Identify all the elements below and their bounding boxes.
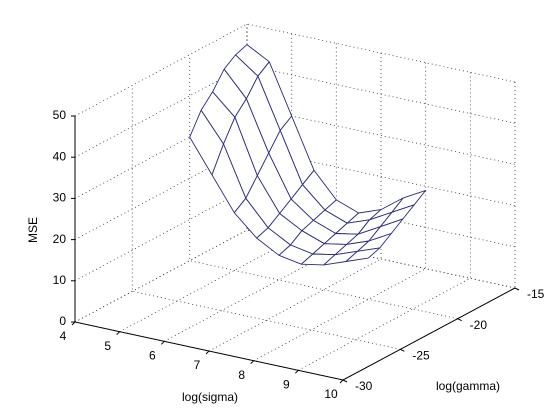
tick-mark — [342, 379, 348, 383]
tick-mark — [400, 348, 405, 352]
x-tick-label: 5 — [104, 339, 111, 353]
y-tick-label: -15 — [527, 287, 545, 301]
grid-line — [208, 53, 382, 352]
z-tick-label: 30 — [53, 191, 67, 205]
tick-mark — [250, 360, 255, 365]
z-tick-label: 40 — [53, 149, 67, 163]
x-tick-label: 7 — [194, 358, 201, 372]
x-tick-label: 6 — [149, 349, 156, 363]
tick-mark — [294, 369, 299, 374]
grid-line — [298, 72, 471, 371]
grid-line — [342, 82, 516, 381]
tick-mark — [457, 318, 462, 322]
mesh-cell — [345, 247, 381, 262]
tick-mark — [116, 331, 121, 336]
x-tick-label: 4 — [60, 329, 67, 343]
tick-mark — [160, 340, 165, 345]
grid-line — [253, 62, 427, 362]
y-axis-label: log(gamma) — [436, 379, 500, 393]
z-tick-label: 10 — [53, 273, 67, 287]
tick-mark — [71, 321, 76, 326]
z-tick-label: 50 — [53, 108, 67, 122]
tick-mark — [339, 379, 344, 384]
tick-mark — [514, 287, 520, 291]
z-axis-label: MSE — [26, 217, 40, 243]
grid-line — [119, 33, 293, 333]
x-tick-label: 8 — [238, 368, 245, 382]
z-tick-label: 20 — [53, 232, 67, 246]
y-tick-label: -30 — [355, 379, 373, 393]
x-axis-label: log(sigma) — [182, 390, 238, 404]
z-tick-label: 0 — [59, 314, 66, 328]
tick-mark — [205, 350, 210, 355]
x-tick-label: 10 — [324, 387, 338, 401]
y-tick-label: -20 — [470, 318, 488, 332]
x-tick-label: 9 — [283, 378, 290, 392]
grid-line — [164, 43, 337, 342]
axis-line — [74, 116, 516, 381]
y-tick-label: -25 — [412, 349, 430, 363]
